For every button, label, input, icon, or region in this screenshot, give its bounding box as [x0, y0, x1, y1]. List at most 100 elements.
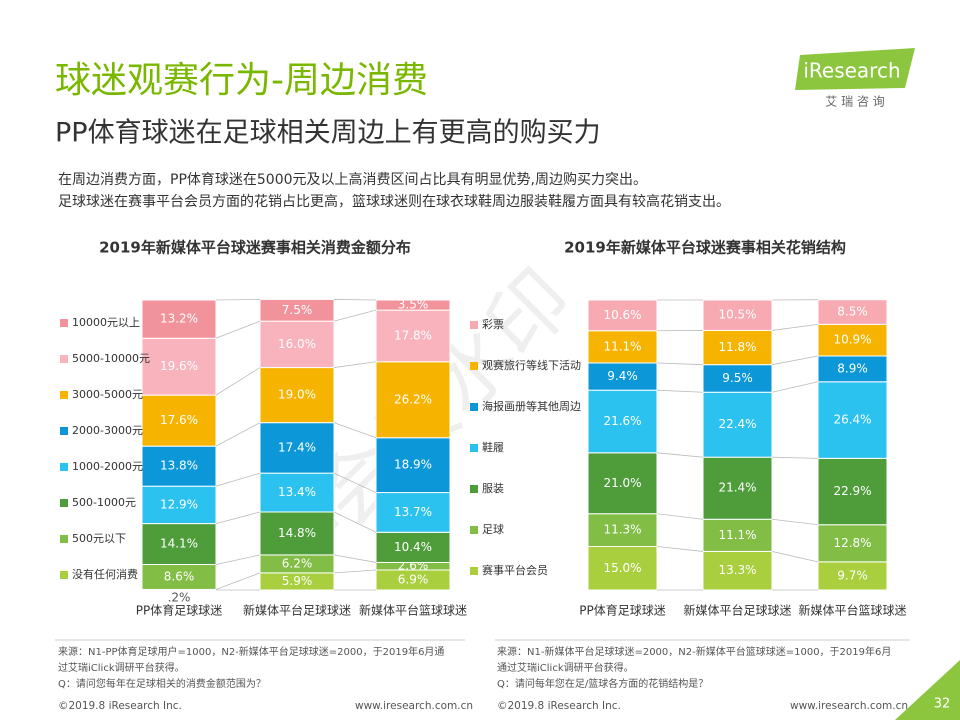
value-label: 17.8% — [394, 328, 432, 342]
value-label: 21.6% — [603, 414, 641, 428]
value-label: 17.6% — [160, 413, 198, 427]
legend-label: 赛事平台会员 — [482, 563, 548, 577]
bar-segment — [375, 361, 451, 439]
description: 在周边消费方面，PP体育球迷在5000元及以上高消费区间占比具有明显优势,周边购… — [58, 171, 647, 188]
legend-swatch — [470, 362, 478, 370]
value-label: 15.0% — [603, 561, 641, 575]
value-label: 9.5% — [722, 371, 753, 385]
bar-segment — [259, 511, 335, 556]
bar-segment — [141, 299, 217, 339]
source: Q：请问您每年在足球相关的消费金额范围为？ — [58, 677, 266, 690]
connector — [215, 572, 261, 590]
url: www.iresearch.com.cn — [355, 700, 473, 712]
value-label: 13.7% — [394, 505, 432, 519]
bar-segment — [587, 330, 658, 364]
connector — [215, 367, 261, 396]
value-label: 22.9% — [833, 484, 871, 498]
value-label: 6.2% — [282, 556, 313, 570]
logo-shape — [795, 48, 915, 90]
legend-label: 鞋履 — [482, 440, 504, 454]
source: 通过艾瑞iClick调研平台获得。 — [497, 661, 634, 674]
value-label: 8.9% — [837, 361, 868, 375]
source: 来源：N1-PP体育足球用户=1000，N2-新媒体平台足球球迷=2000，于2… — [58, 645, 444, 658]
bar-segment — [375, 437, 451, 494]
connector — [656, 362, 704, 366]
legend-swatch — [470, 526, 478, 534]
value-label: 14.8% — [278, 526, 316, 540]
value-label: 7.5% — [282, 303, 313, 317]
legend-label: 10000元以上 — [72, 316, 140, 329]
connector — [771, 518, 819, 526]
connector — [215, 554, 261, 565]
bar-segment — [702, 329, 773, 366]
value-label: 17.4% — [278, 440, 316, 454]
legend-swatch — [470, 321, 478, 329]
source: Q：请问每年您在足/篮球各方面的花销结构是？ — [497, 677, 708, 690]
bar-segment — [259, 472, 335, 513]
legend-swatch — [60, 391, 68, 399]
bar-segment — [259, 367, 335, 424]
connector — [333, 422, 377, 439]
connector — [771, 355, 819, 366]
legend-label: 500-1000元 — [72, 496, 136, 509]
bar-segment — [817, 323, 888, 357]
legend-label: 1000-2000元 — [72, 460, 143, 473]
x-tick-label: PP体育足球球迷 — [136, 603, 222, 618]
value-label: 16.0% — [278, 337, 316, 351]
description: 足球球迷在赛事平台会员方面的花销占比更高，篮球球迷则在球衣球鞋周边服装鞋履方面具… — [58, 193, 730, 210]
value-label: 12.9% — [160, 497, 198, 511]
value-label: 11.8% — [718, 340, 756, 354]
value-label: 11.1% — [718, 528, 756, 542]
legend-swatch — [60, 463, 68, 471]
bar-segment — [587, 546, 658, 591]
value-label: .2% — [168, 591, 191, 605]
connector — [656, 389, 704, 393]
legend-swatch — [470, 444, 478, 452]
legend-label: 3000-5000元 — [72, 388, 143, 401]
legend-label: 没有任何消费 — [72, 567, 138, 581]
bar-segment — [587, 513, 658, 547]
bar-segment — [702, 456, 773, 520]
value-label: 13.4% — [278, 485, 316, 499]
copyright: ©2019.8 iResearch Inc. — [58, 700, 182, 712]
connector — [656, 513, 704, 520]
legend-swatch — [470, 403, 478, 411]
source: 过艾瑞iClick调研平台获得。 — [58, 661, 185, 674]
legend-label: 海报画册等其他周边 — [482, 399, 581, 413]
legend-swatch — [470, 567, 478, 575]
value-label: 14.1% — [160, 537, 198, 551]
source: 来源：N1-新媒体平台足球球迷=2000，N2-新媒体平台篮球球迷=1000，于… — [497, 645, 891, 658]
bar-segment — [817, 457, 888, 526]
legend-swatch — [60, 427, 68, 435]
logo-tagline: 艾 瑞 咨 询 — [825, 94, 884, 109]
connector — [215, 299, 261, 301]
connector — [333, 472, 377, 493]
connector — [215, 422, 261, 447]
url: www.iresearch.com.cn — [790, 700, 908, 712]
bar-segment — [375, 531, 451, 563]
bar-segment — [587, 299, 658, 332]
connector — [771, 381, 819, 393]
connector — [333, 299, 377, 301]
legend-swatch — [60, 535, 68, 543]
bar-segment — [702, 550, 773, 591]
slide-title: 球迷观赛行为-周边消费 — [55, 60, 428, 101]
value-label: 18.9% — [394, 458, 432, 472]
bar-segment — [141, 523, 217, 565]
value-label: 13.3% — [718, 563, 756, 577]
bar-segment — [375, 492, 451, 533]
value-label: 10.5% — [718, 308, 756, 322]
connector — [333, 554, 377, 563]
value-label: 6.9% — [398, 572, 429, 586]
value-label: 5.9% — [282, 574, 313, 588]
bar-segment — [141, 394, 217, 447]
legend-label: 2000-3000元 — [72, 424, 143, 437]
x-tick-label: 新媒体平台足球球迷 — [683, 603, 791, 618]
legend-label: 足球 — [482, 522, 504, 536]
connector — [215, 511, 261, 524]
value-label: 10.6% — [603, 308, 641, 322]
value-label: 9.7% — [837, 568, 868, 582]
bar-segment — [259, 298, 335, 322]
value-label: 3.5% — [398, 298, 429, 312]
value-label: 11.1% — [603, 339, 641, 353]
